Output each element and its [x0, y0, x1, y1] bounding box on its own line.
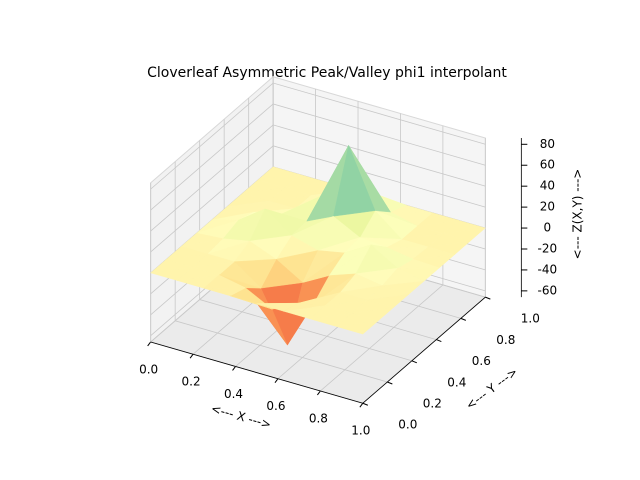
grid-line [150, 124, 486, 232]
tick-mark [362, 402, 369, 406]
y-axis-title: <--- Y ---> [463, 365, 520, 413]
tick-mark [411, 360, 418, 364]
x-tick-label: 1.0 [351, 424, 370, 438]
tick-mark [485, 296, 491, 300]
tick-mark [387, 381, 393, 385]
tick-mark [460, 317, 467, 321]
x-axis-title: <--- X ---> [209, 401, 272, 432]
tick-mark [317, 390, 321, 396]
chart-title: Cloverleaf Asymmetric Peak/Valley phi1 i… [147, 65, 507, 81]
tick-mark [359, 402, 364, 408]
z-tick-label: 0 [544, 221, 552, 235]
z-tick-label: -60 [538, 283, 558, 297]
z-tick-label: -40 [538, 262, 558, 276]
y-tick-label: 0.4 [447, 375, 466, 389]
x-tick-label: 0.8 [309, 411, 328, 425]
y-tick-label: 1.0 [521, 312, 540, 326]
y-axis-line [362, 296, 486, 404]
y-tick-label: 0.6 [472, 354, 491, 368]
z-tick-label: -20 [538, 241, 558, 255]
tick-mark [274, 378, 279, 384]
grid-line [150, 145, 486, 253]
grid-line [199, 140, 412, 362]
z-tick-label: 80 [540, 137, 555, 151]
z-tick-label: 40 [540, 179, 555, 193]
z-tick-label: 60 [540, 158, 555, 172]
y-tick-label: 0.0 [398, 418, 417, 432]
y-tick-label: 0.2 [423, 397, 442, 411]
surface-facet [203, 287, 246, 297]
surface-facet [333, 144, 376, 217]
y-tick-label: 0.8 [496, 333, 515, 347]
grid-line [150, 82, 486, 190]
surface-facet [336, 320, 379, 335]
x-axis-line [150, 341, 363, 404]
grid-line [174, 161, 388, 383]
z-axis-title: <--- Z(X,Y) ---> [571, 169, 585, 260]
tick-mark [232, 366, 236, 371]
x-tick-label: 0.0 [139, 362, 158, 376]
z-tick-label: 20 [540, 200, 555, 214]
tick-mark [147, 341, 152, 347]
tick-mark [189, 353, 194, 359]
tick-mark [436, 339, 442, 343]
x-tick-label: 0.6 [266, 399, 285, 413]
x-tick-label: 0.2 [182, 375, 201, 389]
grid-line [150, 103, 486, 211]
x-tick-label: 0.4 [224, 387, 243, 401]
